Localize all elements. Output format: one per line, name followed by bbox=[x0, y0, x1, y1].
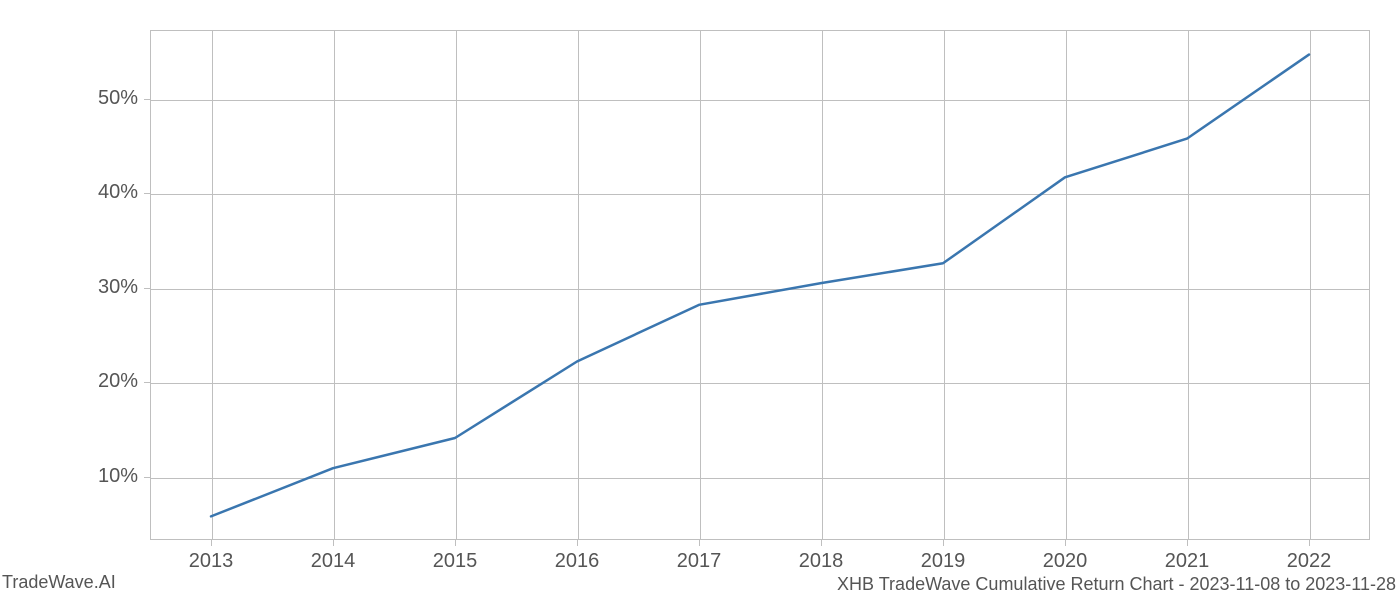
x-axis-label: 2016 bbox=[537, 550, 617, 573]
x-axis-label: 2013 bbox=[171, 550, 251, 573]
y-axis-label: 30% bbox=[78, 276, 138, 299]
x-tick bbox=[1309, 540, 1310, 546]
y-axis-label: 40% bbox=[78, 181, 138, 204]
return-line bbox=[211, 55, 1309, 517]
x-tick bbox=[455, 540, 456, 546]
x-axis-label: 2014 bbox=[293, 550, 373, 573]
x-tick bbox=[1187, 540, 1188, 546]
x-tick bbox=[577, 540, 578, 546]
footer-caption: XHB TradeWave Cumulative Return Chart - … bbox=[837, 574, 1396, 595]
x-tick bbox=[821, 540, 822, 546]
y-axis-label: 10% bbox=[78, 465, 138, 488]
x-axis-label: 2020 bbox=[1025, 550, 1105, 573]
x-axis-label: 2019 bbox=[903, 550, 983, 573]
x-tick bbox=[1065, 540, 1066, 546]
x-axis-label: 2015 bbox=[415, 550, 495, 573]
x-tick bbox=[211, 540, 212, 546]
chart-container: 10%20%30%40%50%2013201420152016201720182… bbox=[150, 30, 1370, 540]
line-series bbox=[150, 30, 1370, 540]
x-axis-label: 2022 bbox=[1269, 550, 1349, 573]
x-axis-label: 2017 bbox=[659, 550, 739, 573]
y-axis-label: 50% bbox=[78, 87, 138, 110]
x-axis-label: 2021 bbox=[1147, 550, 1227, 573]
y-axis-label: 20% bbox=[78, 370, 138, 393]
x-tick bbox=[333, 540, 334, 546]
x-axis-label: 2018 bbox=[781, 550, 861, 573]
footer-brand: TradeWave.AI bbox=[2, 572, 116, 593]
x-tick bbox=[699, 540, 700, 546]
x-tick bbox=[943, 540, 944, 546]
